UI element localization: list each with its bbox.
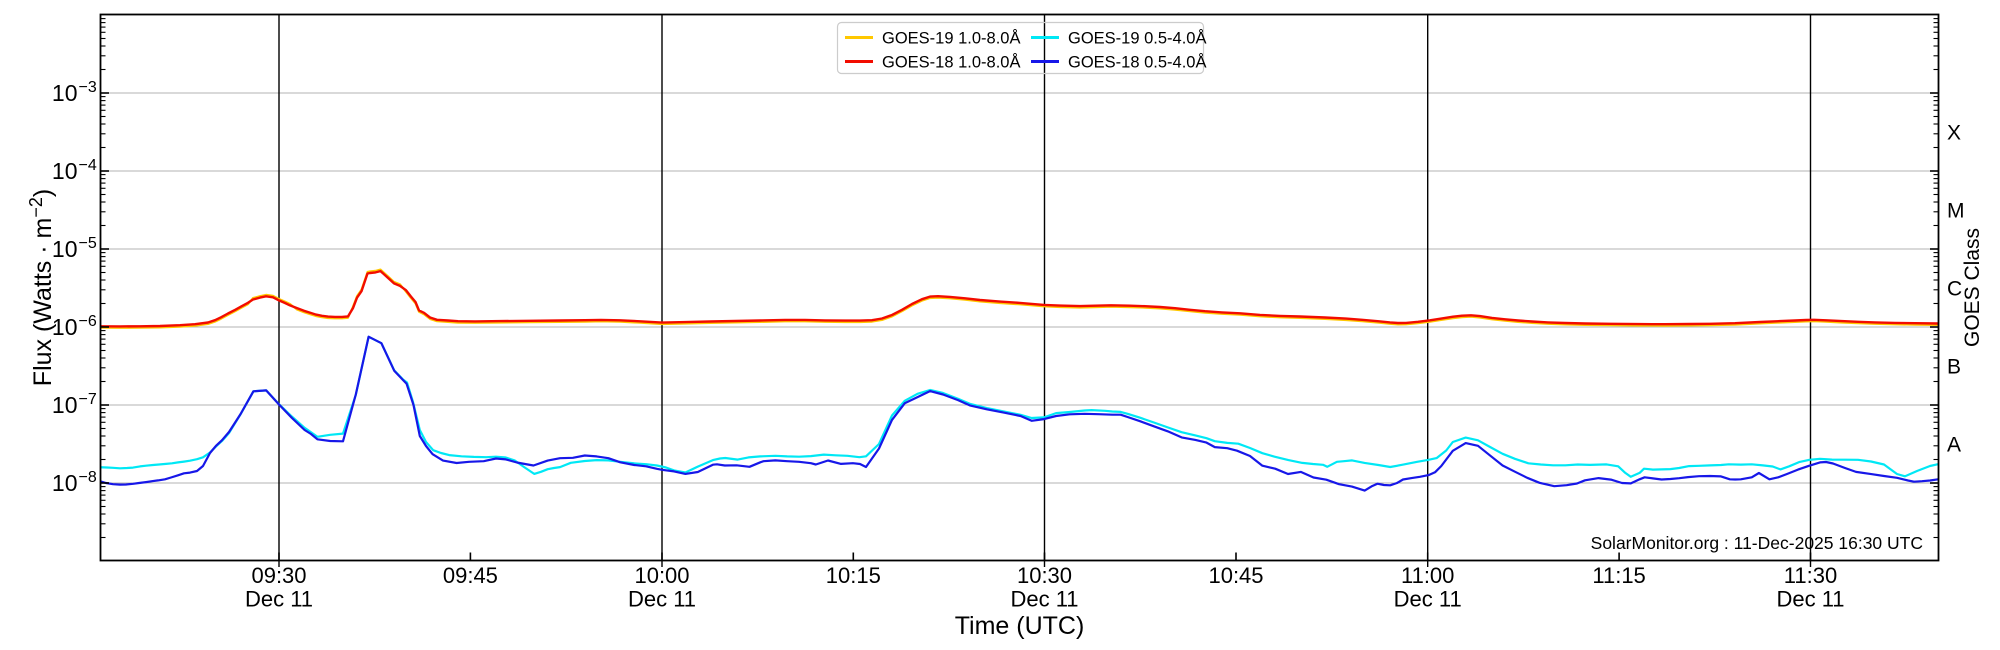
svg-text:10: 10 xyxy=(52,236,78,262)
svg-text:Dec 11: Dec 11 xyxy=(1394,587,1462,612)
svg-text:−8: −8 xyxy=(79,469,97,486)
svg-text:Flux (Watts · m−2): Flux (Watts · m−2) xyxy=(26,189,57,386)
svg-text:−5: −5 xyxy=(79,235,97,252)
svg-text:−3: −3 xyxy=(79,79,97,96)
svg-text:10:15: 10:15 xyxy=(826,563,881,588)
svg-text:10:00: 10:00 xyxy=(634,563,689,588)
svg-text:10:45: 10:45 xyxy=(1208,563,1263,588)
svg-text:11:30: 11:30 xyxy=(1784,563,1837,588)
svg-text:10: 10 xyxy=(52,158,78,184)
svg-text:10: 10 xyxy=(52,80,78,106)
svg-text:11:00: 11:00 xyxy=(1401,563,1454,588)
svg-text:X: X xyxy=(1947,122,1961,145)
svg-text:B: B xyxy=(1947,356,1961,379)
svg-text:Dec 11: Dec 11 xyxy=(628,587,696,612)
svg-text:Dec 11: Dec 11 xyxy=(1776,587,1844,612)
svg-text:10: 10 xyxy=(52,314,78,340)
svg-text:GOES-18 0.5-4.0Å: GOES-18 0.5-4.0Å xyxy=(1068,53,1207,72)
svg-text:A: A xyxy=(1947,434,1961,457)
svg-text:SolarMonitor.org : 11-Dec-2025: SolarMonitor.org : 11-Dec-2025 16:30 UTC xyxy=(1591,533,1923,553)
svg-text:09:45: 09:45 xyxy=(443,563,498,588)
svg-text:GOES Class: GOES Class xyxy=(1961,228,1984,347)
svg-text:11:15: 11:15 xyxy=(1592,563,1645,588)
svg-text:10: 10 xyxy=(52,470,78,496)
svg-text:C: C xyxy=(1947,278,1962,301)
svg-text:−7: −7 xyxy=(79,391,97,408)
svg-text:Time (UTC): Time (UTC) xyxy=(955,612,1085,640)
svg-text:09:30: 09:30 xyxy=(251,563,306,588)
svg-text:−6: −6 xyxy=(79,313,97,330)
svg-text:GOES-19 0.5-4.0Å: GOES-19 0.5-4.0Å xyxy=(1068,29,1207,48)
svg-text:−4: −4 xyxy=(79,157,97,174)
svg-text:Dec 11: Dec 11 xyxy=(245,587,313,612)
svg-text:10: 10 xyxy=(52,392,78,418)
svg-text:GOES-18 1.0-8.0Å: GOES-18 1.0-8.0Å xyxy=(882,53,1021,72)
svg-text:Dec 11: Dec 11 xyxy=(1010,587,1078,612)
svg-text:10:30: 10:30 xyxy=(1017,563,1072,588)
svg-text:GOES-19 1.0-8.0Å: GOES-19 1.0-8.0Å xyxy=(882,29,1021,48)
svg-text:M: M xyxy=(1947,200,1965,223)
